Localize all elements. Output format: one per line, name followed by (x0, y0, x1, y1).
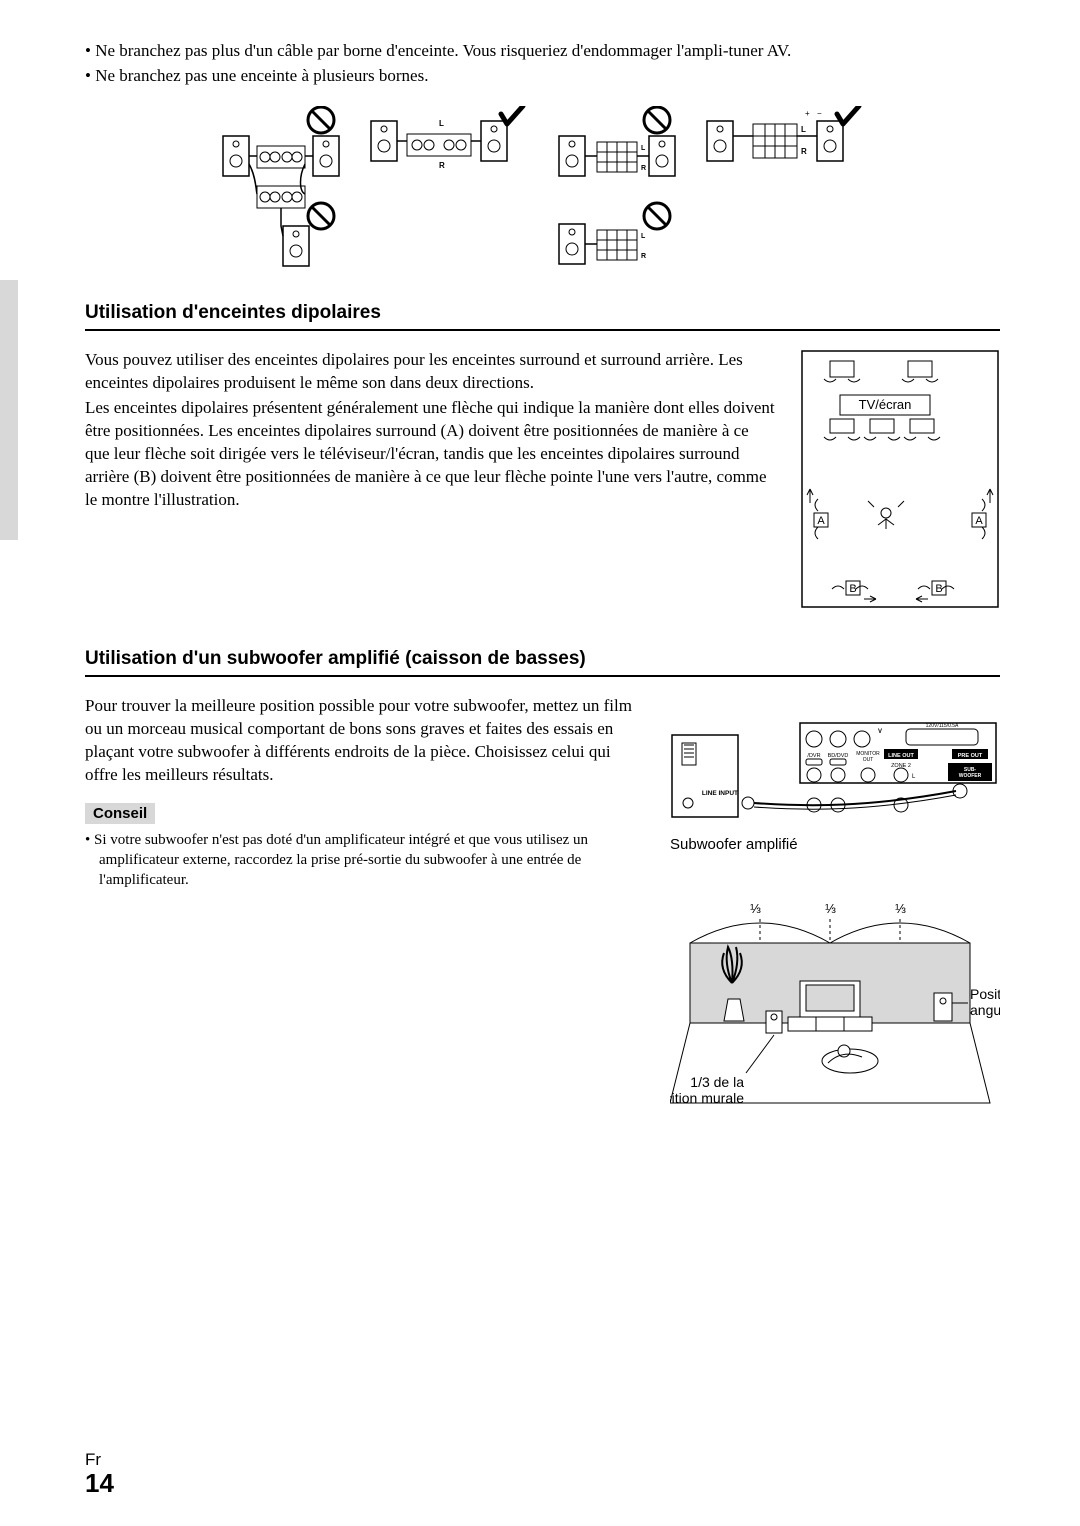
third-2: ⅓ (825, 901, 836, 916)
section-heading-dipolar: Utilisation d'enceintes dipolaires (85, 302, 1000, 331)
dipolar-p1: Vous pouvez utiliser des enceintes dipol… (85, 349, 776, 395)
svg-text:WOOFER: WOOFER (959, 773, 982, 779)
subwoofer-section-body: Pour trouver la meilleure position possi… (85, 695, 1000, 1118)
lineout-label: LINE OUT (888, 753, 914, 759)
wiring-diagram-3: L R L R (557, 106, 677, 276)
subwoofer-figures: LINE INPUT V 120V/115/0.5A /DVR BD/DVD M… (670, 695, 1000, 1118)
subwoofer-text: Pour trouver la meilleure position possi… (85, 695, 646, 891)
marker-B-right: B (935, 583, 942, 595)
marker-A-left: A (817, 515, 825, 527)
svg-text:L: L (912, 774, 916, 780)
room-layout-svg: TV/écran A A (800, 349, 1000, 609)
dipolar-section-body: Vous pouvez utiliser des enceintes dipol… (85, 349, 1000, 614)
bullet-1: Ne branchez pas plus d'un câble par born… (85, 40, 1000, 63)
wall-pos-1: 1/3 de la (690, 1074, 744, 1090)
bddvd-label: BD/DVD (828, 753, 849, 759)
page-side-tab (0, 280, 18, 540)
subwoofer-caption: Subwoofer amplifié (670, 836, 1000, 853)
page-footer: Fr 14 (85, 1450, 114, 1496)
svg-text:R: R (801, 147, 807, 156)
third-1: ⅓ (750, 901, 761, 916)
wiring-diagram-2: L R (369, 106, 529, 176)
subwoofer-connection-svg: LINE INPUT V 120V/115/0.5A /DVR BD/DVD M… (670, 695, 1000, 825)
third-3: ⅓ (895, 901, 906, 916)
dvr-label: /DVR (807, 753, 820, 759)
footer-page-number: 14 (85, 1470, 114, 1496)
room-layout-figure: TV/écran A A (800, 349, 1000, 614)
wiring-diagram-4: L R +− (705, 106, 865, 176)
corner-pos-1: Position (970, 986, 1000, 1002)
section-heading-subwoofer: Utilisation d'un subwoofer amplifié (cai… (85, 648, 1000, 677)
tv-label: TV/écran (859, 397, 912, 412)
svg-text:+: + (805, 109, 810, 118)
svg-text:V: V (878, 729, 882, 735)
label-L: L (439, 119, 444, 128)
label-R: R (439, 161, 445, 170)
svg-text:−: − (817, 109, 822, 118)
dipolar-text: Vous pouvez utiliser des enceintes dipol… (85, 349, 776, 514)
room-placement-svg: ⅓ ⅓ ⅓ (670, 883, 1000, 1113)
voltage-label: 120V/115/0.5A (926, 723, 959, 729)
corner-pos-2: angulaire (970, 1002, 1000, 1018)
svg-text:L: L (801, 125, 806, 134)
svg-text:L: L (641, 233, 646, 240)
wall-pos-2: position murale (670, 1090, 744, 1106)
svg-text:R: R (641, 253, 646, 260)
svg-text:L: L (641, 145, 646, 152)
marker-B-left: B (849, 583, 856, 595)
svg-text:OUT: OUT (863, 757, 874, 763)
line-input-label: LINE INPUT (702, 790, 738, 797)
svg-text:R: R (641, 165, 646, 172)
dipolar-p2: Les enceintes dipolaires présentent géné… (85, 397, 776, 512)
conseil-label: Conseil (85, 803, 155, 824)
subwoofer-p1: Pour trouver la meilleure position possi… (85, 695, 646, 787)
footer-lang: Fr (85, 1450, 114, 1470)
wiring-diagram-1 (221, 106, 341, 276)
warning-bullets: Ne branchez pas plus d'un câble par born… (85, 40, 1000, 88)
bullet-2: Ne branchez pas une enceinte à plusieurs… (85, 65, 1000, 88)
subwoofer-tip: Si votre subwoofer n'est pas doté d'un a… (85, 830, 646, 891)
preout-label: PRE OUT (958, 753, 983, 759)
wiring-diagrams-row: L R L R L R (85, 106, 1000, 276)
marker-A-right: A (975, 515, 983, 527)
